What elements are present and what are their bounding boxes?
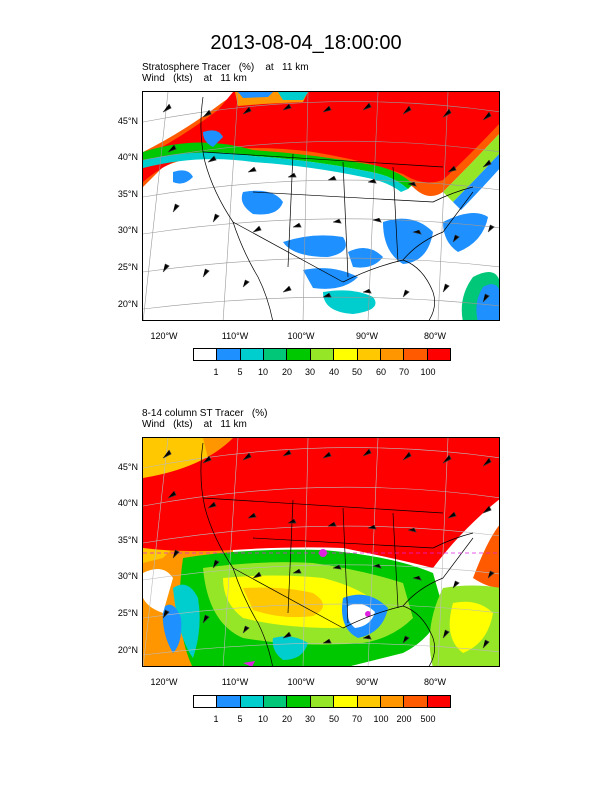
panel2-lat-label: 20°N bbox=[117, 645, 138, 655]
panel2-lon-label: 90°W bbox=[355, 677, 379, 687]
panel2-legend-swatch bbox=[357, 696, 381, 707]
panel1-legend-swatch bbox=[310, 349, 335, 360]
panel2-legend-swatch bbox=[217, 696, 241, 707]
panel2-legend-swatch bbox=[427, 696, 450, 707]
panel1-title-line2: Wind (kts) at 11 km bbox=[142, 73, 247, 84]
panel2-legend-swatch bbox=[380, 696, 405, 707]
panel2-legend-label: 20 bbox=[281, 714, 293, 724]
panel1-legend-label: 5 bbox=[237, 367, 243, 377]
panel1-legend-labels: 1 5 10 20 30 40 50 60 70 100 bbox=[193, 367, 451, 379]
panel1-map bbox=[142, 91, 500, 321]
panel1-legend-swatch bbox=[194, 349, 218, 360]
panel1-legend-swatch bbox=[380, 349, 405, 360]
panel1-legend-label: 30 bbox=[304, 367, 316, 377]
panel2-legend-label: 100 bbox=[373, 714, 389, 724]
panel2-legend-label: 10 bbox=[257, 714, 269, 724]
panel1-lat-label: 20°N bbox=[117, 299, 138, 309]
panel1-legend-swatch bbox=[404, 349, 428, 360]
panel1-legend-label: 60 bbox=[375, 367, 387, 377]
panel2-legend-labels: 1 5 10 20 30 50 70 100 200 500 bbox=[193, 714, 451, 726]
panel1-legend-label: 70 bbox=[398, 367, 410, 377]
panel1-lat-label: 25°N bbox=[117, 262, 138, 272]
panel1-legend-label: 100 bbox=[420, 367, 436, 377]
panel1-title-line1: Stratosphere Tracer (%) at 11 km bbox=[142, 62, 309, 73]
panel1-legend-swatch bbox=[287, 349, 311, 360]
panel2-legend-swatch bbox=[310, 696, 335, 707]
panel2-title-line1: 8-14 column ST Tracer (%) bbox=[142, 408, 268, 419]
panel2-legend-swatch bbox=[264, 696, 288, 707]
panel2-lon-label: 100°W bbox=[287, 677, 315, 687]
panel2-lon-label: 80°W bbox=[423, 677, 447, 687]
panel1-legend-swatch bbox=[240, 349, 265, 360]
panel1-legend-swatch bbox=[357, 349, 381, 360]
panel2-legend-label: 500 bbox=[420, 714, 436, 724]
panel2-legend-label: 50 bbox=[328, 714, 340, 724]
panel2-lat-label: 45°N bbox=[117, 462, 138, 472]
panel1-lat-label: 30°N bbox=[117, 225, 138, 235]
panel1-legend-label: 40 bbox=[328, 367, 340, 377]
panel1-lon-label: 110°W bbox=[221, 331, 249, 341]
panel1-legend-label: 1 bbox=[213, 367, 219, 377]
panel1-lat-label: 40°N bbox=[117, 152, 138, 162]
panel1-legend-label: 50 bbox=[351, 367, 363, 377]
panel2-map bbox=[142, 437, 500, 667]
panel2-legend-label: 5 bbox=[237, 714, 243, 724]
panel2-lat-label: 25°N bbox=[117, 608, 138, 618]
panel2-title-line2: Wind (kts) at 11 km bbox=[142, 419, 247, 430]
panel1-lon-label: 120°W bbox=[150, 331, 178, 341]
panel1-lat-label: 35°N bbox=[117, 189, 138, 199]
panel1-title: Stratosphere Tracer (%) at 11 km Wind (k… bbox=[142, 62, 309, 84]
panel2-legend-label: 200 bbox=[396, 714, 412, 724]
panel2-legend-swatch bbox=[240, 696, 265, 707]
panel1-legend-swatch bbox=[264, 349, 288, 360]
panel1-lat-label: 45°N bbox=[117, 116, 138, 126]
panel2-legend-swatch bbox=[287, 696, 311, 707]
panel1-legend-bar bbox=[193, 348, 451, 361]
page-title: 2013-08-04_18:00:00 bbox=[210, 32, 402, 54]
panel2-legend-label: 1 bbox=[213, 714, 219, 724]
panel2-lat-label: 35°N bbox=[117, 535, 138, 545]
panel1-legend-label: 10 bbox=[257, 367, 269, 377]
panel1-legend-label: 20 bbox=[281, 367, 293, 377]
panel2-legend-bar bbox=[193, 695, 451, 708]
panel1-legend-swatch bbox=[334, 349, 358, 360]
panel1-legend-swatch bbox=[427, 349, 450, 360]
panel2-lon-label: 110°W bbox=[221, 677, 249, 687]
panel1-map-svg bbox=[143, 92, 499, 320]
panel1-lon-label: 80°W bbox=[423, 331, 447, 341]
panel1-lon-label: 90°W bbox=[355, 331, 379, 341]
panel1-legend-swatch bbox=[217, 349, 241, 360]
panel2-map-svg bbox=[143, 438, 499, 666]
panel2-lat-label: 40°N bbox=[117, 498, 138, 508]
panel2-lon-label: 120°W bbox=[150, 677, 178, 687]
panel2-legend-label: 30 bbox=[304, 714, 316, 724]
panel1-lon-label: 100°W bbox=[287, 331, 315, 341]
panel2-legend-swatch bbox=[194, 696, 218, 707]
panel2-lat-label: 30°N bbox=[117, 571, 138, 581]
panel2-title: 8-14 column ST Tracer (%) Wind (kts) at … bbox=[142, 408, 267, 430]
panel2-legend-label: 70 bbox=[351, 714, 363, 724]
panel2-legend-swatch bbox=[334, 696, 358, 707]
panel2-legend-swatch bbox=[404, 696, 428, 707]
